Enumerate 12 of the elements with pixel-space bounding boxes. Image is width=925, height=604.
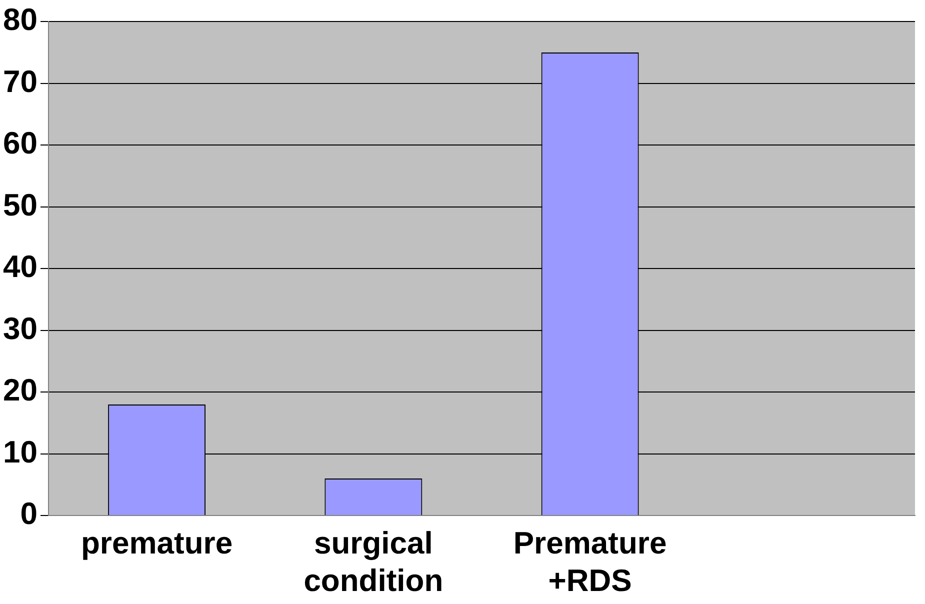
x-tick-label: premature xyxy=(80,526,233,561)
y-tick-label: 50 xyxy=(2,187,38,222)
y-tick-label: 0 xyxy=(20,496,38,532)
y-tick-label: 10 xyxy=(2,434,38,470)
y-tick-label: 40 xyxy=(2,249,38,284)
x-tick-label: Premature +RDS xyxy=(513,526,667,598)
y-tick-label: 80 xyxy=(2,2,38,38)
y-tick-label: 30 xyxy=(2,310,38,346)
x-tick-label: surgical condition xyxy=(304,526,444,598)
y-tick-label: 70 xyxy=(2,64,38,99)
y-tick-label: 20 xyxy=(2,372,38,408)
y-tick-label: 60 xyxy=(2,126,38,161)
